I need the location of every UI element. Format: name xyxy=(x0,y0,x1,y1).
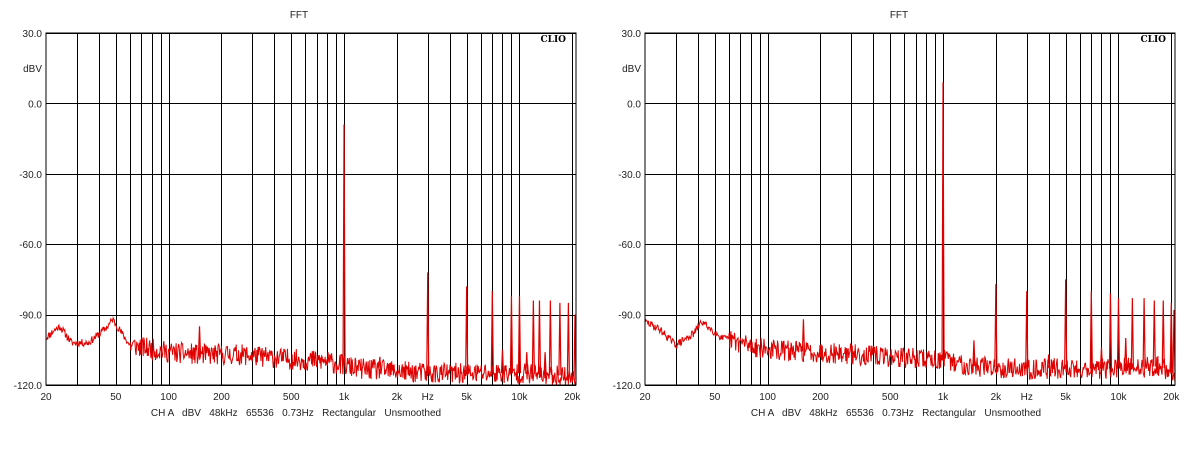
noise-floor-line xyxy=(644,318,1176,384)
plot-frame xyxy=(644,32,1176,386)
x-tick-label: 500 xyxy=(882,392,899,403)
y-tick-label: -60.0 xyxy=(618,240,641,251)
x-tick-label: 50 xyxy=(709,392,721,403)
chart-title: FFT xyxy=(290,10,308,21)
spectral-peak xyxy=(1169,302,1173,372)
y-tick-label: -60.0 xyxy=(19,240,42,251)
fft-chart-left: FFT CLIO 30.0 0.0 -30.0 -60.0 -90.0 -120.0 dB… xyxy=(14,10,582,419)
fft-trace xyxy=(644,82,1176,384)
y-tick-label: -30.0 xyxy=(618,170,641,181)
x-tick-label: 20k xyxy=(564,392,581,403)
x-tick-label: 100 xyxy=(759,392,776,403)
fft-trace xyxy=(45,124,577,386)
spectral-peak xyxy=(342,124,346,366)
y-tick-label: -120.0 xyxy=(14,381,43,392)
x-tick-label: Hz xyxy=(422,392,434,403)
x-tick-label: 500 xyxy=(283,392,300,403)
clio-brand-label: CLIO xyxy=(540,35,566,45)
spectral-peak xyxy=(465,286,469,374)
spectral-peak xyxy=(197,326,202,355)
spectral-peak xyxy=(531,300,535,374)
y-tick-label: 30.0 xyxy=(23,29,43,40)
y-tick-label: 0.0 xyxy=(28,99,42,110)
y-axis-unit-label: dBV xyxy=(622,64,641,75)
spectral-peak xyxy=(972,340,976,367)
spectral-peak xyxy=(1142,298,1146,368)
clio-brand-label: CLIO xyxy=(1140,35,1166,45)
spectral-peak xyxy=(1124,338,1128,369)
spectral-peak xyxy=(994,284,998,368)
spectral-peak xyxy=(1025,291,1029,369)
x-tick-label: 10k xyxy=(1110,392,1127,403)
spectral-peak xyxy=(543,352,547,375)
y-gridlines xyxy=(645,33,1175,386)
fft-chart-right: FFT CLIO 30.0 0.0 -30.0 -60.0 -90.0 -120.0 dB… xyxy=(613,10,1181,419)
x-tick-label: 10k xyxy=(511,392,528,403)
spectral-peak xyxy=(426,272,430,374)
chart-title: FFT xyxy=(890,10,908,21)
y-axis-unit-label: dBV xyxy=(23,64,42,75)
measurement-settings-footer: CH A dBV 48kHz 65536 0.73Hz Rectangular … xyxy=(151,408,441,419)
y-tick-label: -120.0 xyxy=(613,381,642,392)
spectral-peak xyxy=(1152,300,1156,367)
measurement-settings-footer: CH A dBV 48kHz 65536 0.73Hz Rectangular … xyxy=(751,408,1041,419)
spectral-peak xyxy=(801,319,806,352)
spectral-peak xyxy=(525,352,529,374)
x-tick-label: 50 xyxy=(110,392,122,403)
y-tick-labels: 30.0 0.0 -30.0 -60.0 -90.0 -120.0 xyxy=(14,29,43,392)
x-tick-label: 100 xyxy=(160,392,177,403)
plot-area xyxy=(46,33,576,385)
spectral-peak xyxy=(1130,298,1134,368)
x-tick-labels: 20 50 100 200 500 1k 2k Hz 5k 10k 20k xyxy=(40,392,581,403)
spectral-peak xyxy=(1116,298,1121,369)
x-tick-label: 1k xyxy=(339,392,351,403)
spectral-peak xyxy=(566,302,570,378)
y-tick-label: -30.0 xyxy=(19,170,42,181)
spectral-peak xyxy=(558,302,562,376)
plot-frame xyxy=(45,32,577,386)
x-tick-labels: 20 50 100 200 500 1k 2k Hz 5k 10k 20k xyxy=(639,392,1180,403)
x-tick-label: 200 xyxy=(812,392,829,403)
plot-area xyxy=(645,33,1175,385)
spectral-peak xyxy=(509,295,514,374)
x-tick-label: 200 xyxy=(213,392,230,403)
x-tick-label: 2k xyxy=(991,392,1003,403)
spectral-peak xyxy=(537,300,542,375)
spectral-peak xyxy=(1089,291,1093,369)
spectral-peak xyxy=(1064,279,1068,369)
spectral-peak xyxy=(548,300,552,375)
noise-floor-line xyxy=(45,315,577,386)
spectral-peak xyxy=(941,82,945,361)
spectral-peak xyxy=(1099,347,1104,369)
x-tick-label: 20k xyxy=(1163,392,1180,403)
spectral-peak xyxy=(1047,354,1051,369)
y-tick-labels: 30.0 0.0 -30.0 -60.0 -90.0 -120.0 xyxy=(613,29,642,392)
y-tick-label: 30.0 xyxy=(622,29,642,40)
x-tick-label: 1k xyxy=(938,392,950,403)
y-tick-label: -90.0 xyxy=(19,311,42,322)
spectral-peak xyxy=(378,356,382,371)
x-tick-label: 2k xyxy=(392,392,404,403)
x-tick-label: 20 xyxy=(40,392,52,403)
spectral-peak xyxy=(517,295,522,374)
x-tick-label: 5k xyxy=(1060,392,1072,403)
y-tick-label: -90.0 xyxy=(618,311,641,322)
spectral-peak xyxy=(490,291,494,374)
x-tick-label: 20 xyxy=(639,392,651,403)
x-tick-label: 5k xyxy=(461,392,473,403)
x-tick-label: Hz xyxy=(1021,392,1033,403)
spectral-peak xyxy=(1161,300,1165,369)
y-tick-label: 0.0 xyxy=(627,99,641,110)
spectral-peak xyxy=(1108,293,1113,369)
spectral-peak xyxy=(500,349,505,374)
